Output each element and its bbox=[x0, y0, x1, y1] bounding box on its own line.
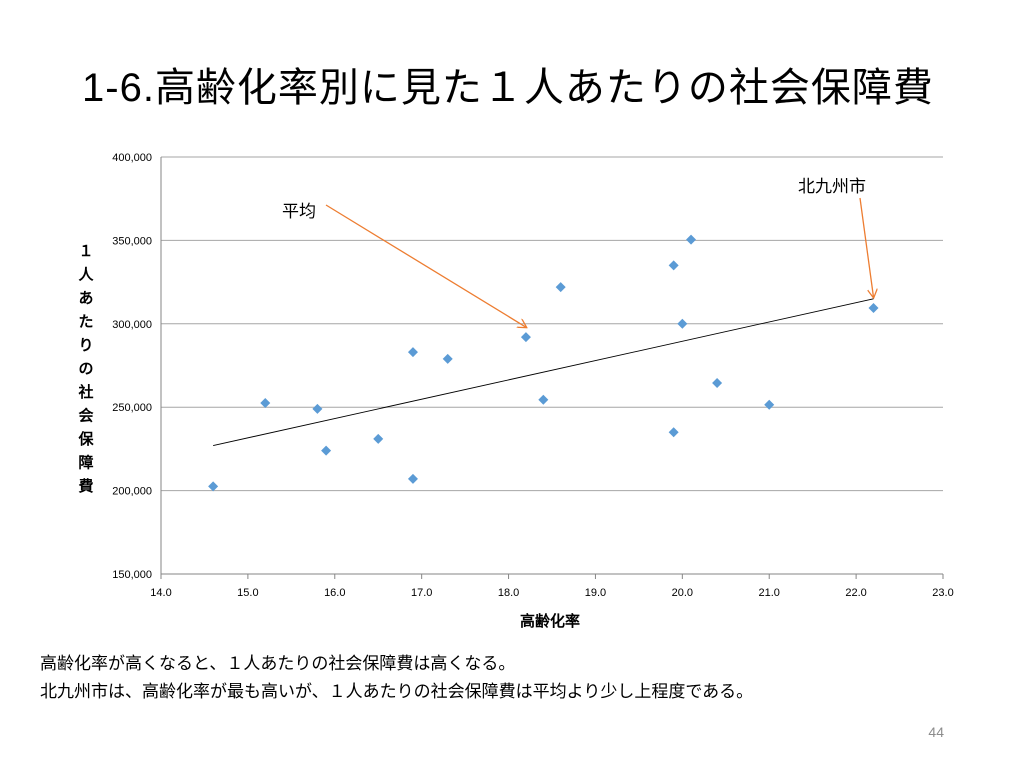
x-tick-label: 22.0 bbox=[845, 587, 866, 599]
x-tick-label: 23.0 bbox=[932, 587, 953, 599]
annotation-average: 平均 bbox=[282, 202, 316, 222]
data-point bbox=[407, 473, 418, 484]
x-tick-label: 17.0 bbox=[411, 587, 432, 599]
y-tick-label: 200,000 bbox=[112, 486, 152, 498]
title-number: 1-6. bbox=[82, 66, 155, 110]
y-tick-label: 150,000 bbox=[112, 569, 152, 581]
axis-titles: 高齢化率 １人あたりの社会保障費 bbox=[77, 242, 580, 630]
x-tick-label: 14.0 bbox=[150, 587, 171, 599]
data-point bbox=[208, 481, 219, 492]
data-point bbox=[260, 398, 271, 409]
data-point bbox=[555, 282, 566, 293]
x-tick-label: 18.0 bbox=[498, 587, 519, 599]
page-number: 44 bbox=[928, 724, 944, 740]
data-point bbox=[764, 399, 775, 410]
x-tick-label: 19.0 bbox=[585, 587, 606, 599]
annotation-arrow-average bbox=[325, 204, 526, 327]
y-tick-label: 350,000 bbox=[112, 235, 152, 247]
scatter-chart: 150,000 200,000 250,000 300,000 350,000 400,0… bbox=[77, 152, 953, 630]
caption-line-1: 高齢化率が高くなると、１人あたりの社会保障費は高くなる。 bbox=[40, 654, 516, 674]
x-axis-title: 高齢化率 bbox=[520, 612, 580, 630]
title-text: 高齢化率別に見た１人あたりの社会保障費 bbox=[154, 65, 934, 111]
data-points bbox=[208, 234, 879, 492]
slide-caption: 高齢化率が高くなると、１人あたりの社会保障費は高くなる。 北九州市は、高齢化率が… bbox=[40, 650, 753, 706]
annotations: 平均 北九州市 bbox=[282, 177, 873, 327]
data-point bbox=[538, 394, 549, 405]
axes: 150,000 200,000 250,000 300,000 350,000 400,0… bbox=[112, 152, 953, 599]
x-tick-label: 16.0 bbox=[324, 587, 345, 599]
data-point bbox=[312, 403, 323, 414]
y-tick-label: 400,000 bbox=[112, 152, 152, 164]
data-point bbox=[868, 302, 879, 313]
data-point bbox=[668, 427, 679, 438]
grid-lines bbox=[161, 156, 943, 492]
slide-title: 1-6.高齢化率別に見た１人あたりの社会保障費 bbox=[82, 62, 962, 114]
trendline bbox=[213, 298, 874, 447]
caption-line-2: 北九州市は、高齢化率が最も高いが、１人あたりの社会保障費は平均より少し上程度であ… bbox=[40, 682, 754, 702]
y-axis-title: １人あたりの社会保障費 bbox=[77, 242, 94, 495]
data-point bbox=[442, 353, 453, 364]
x-tick-label: 20.0 bbox=[672, 587, 693, 599]
data-point bbox=[373, 433, 384, 444]
data-point bbox=[520, 332, 531, 343]
annotation-arrow-kitakyushu bbox=[859, 197, 873, 297]
data-point bbox=[686, 234, 697, 245]
trendline-group bbox=[213, 298, 874, 447]
data-point bbox=[677, 318, 688, 329]
data-point bbox=[407, 347, 418, 358]
data-point bbox=[668, 260, 679, 271]
annotation-kitakyushu: 北九州市 bbox=[798, 177, 866, 197]
y-tick-label: 300,000 bbox=[112, 319, 152, 331]
x-tick-label: 15.0 bbox=[237, 587, 258, 599]
data-point bbox=[712, 378, 723, 389]
y-tick-label: 250,000 bbox=[112, 402, 152, 414]
x-tick-label: 21.0 bbox=[759, 587, 780, 599]
data-point bbox=[321, 445, 332, 456]
